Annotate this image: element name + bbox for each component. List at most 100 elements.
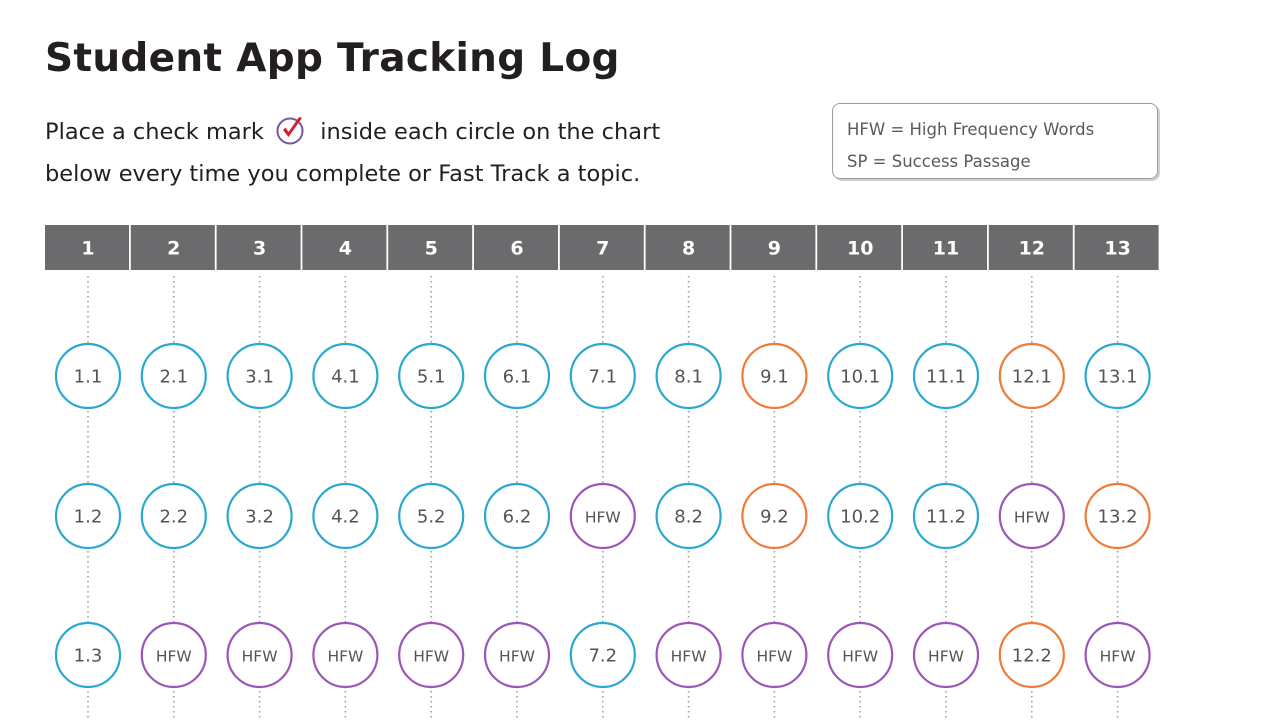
- topic-circle-9-2[interactable]: [741, 482, 808, 550]
- topic-circle-6-1[interactable]: [483, 342, 551, 410]
- topic-circle-label: 7.2: [588, 646, 617, 667]
- topic-circle-label: 1.1: [74, 367, 103, 388]
- topic-circle-label: HFW: [156, 648, 192, 666]
- instructions-line-2: below every time you complete or Fast Tr…: [45, 161, 641, 187]
- topic-circle-10-1[interactable]: [827, 342, 894, 410]
- topic-circle-3-2[interactable]: [226, 482, 293, 550]
- topic-circle-hfw[interactable]: [398, 621, 465, 689]
- topic-circle-13-1[interactable]: [1084, 342, 1151, 410]
- topic-circle-8-2[interactable]: [655, 482, 722, 550]
- topic-circle-2-2[interactable]: [140, 482, 207, 550]
- topic-circle-label: 7.1: [588, 367, 617, 388]
- topic-circle-12-2[interactable]: [998, 621, 1065, 689]
- topic-circle-label: 13.1: [1098, 367, 1138, 388]
- topic-circle-3-1[interactable]: [226, 342, 293, 410]
- topic-circle-11-2[interactable]: [912, 482, 980, 550]
- topic-circle-hfw[interactable]: [998, 482, 1065, 550]
- column-header-11: [903, 225, 987, 270]
- topic-circle-1-3[interactable]: [54, 621, 122, 689]
- topic-circle-label: 5.2: [417, 507, 446, 528]
- instructions: Place a check mark inside each circle on…: [45, 111, 765, 195]
- topic-circle-label: 4.2: [331, 507, 360, 528]
- column-header-label: 5: [425, 238, 438, 260]
- column-header-label: 12: [1019, 238, 1045, 260]
- topic-circle-label: 3.1: [245, 367, 274, 388]
- topic-circle-label: HFW: [1014, 509, 1050, 527]
- topic-circle-label: 5.1: [417, 367, 446, 388]
- topic-circle-label: HFW: [756, 648, 792, 666]
- topic-circle-hfw[interactable]: [226, 621, 293, 689]
- topic-circle-4-2[interactable]: [312, 482, 379, 550]
- column-header-label: 8: [682, 238, 695, 260]
- topic-circle-12-1[interactable]: [998, 342, 1065, 410]
- topic-circle-label: HFW: [842, 648, 878, 666]
- topic-circle-7-1[interactable]: [569, 342, 636, 410]
- column-header-label: 11: [933, 238, 959, 260]
- topic-circle-label: 8.2: [674, 507, 703, 528]
- topic-circle-label: 6.1: [503, 367, 532, 388]
- topic-circle-label: 11.1: [926, 367, 966, 388]
- topic-circle-5-1[interactable]: [398, 342, 465, 410]
- topic-circle-label: HFW: [1100, 648, 1136, 666]
- topic-circle-label: HFW: [327, 648, 363, 666]
- legend-item-sp: SP = Success Passage: [847, 152, 1031, 171]
- instructions-text-end: inside each circle on the chart: [320, 119, 661, 145]
- column-header-label: 13: [1104, 238, 1130, 260]
- legend-item-hfw: HFW = High Frequency Words: [847, 120, 1095, 139]
- topic-circle-5-2[interactable]: [398, 482, 465, 550]
- column-header-2: [130, 225, 215, 270]
- topic-circle-hfw[interactable]: [1084, 621, 1151, 689]
- topic-circle-11-1[interactable]: [912, 342, 980, 410]
- topic-circle-label: 8.1: [674, 367, 703, 388]
- column-header-label: 2: [167, 238, 180, 260]
- topic-circle-label: 10.2: [840, 507, 880, 528]
- topic-circle-1-1[interactable]: [54, 342, 122, 410]
- topic-circle-9-1[interactable]: [741, 342, 808, 410]
- topic-circle-label: HFW: [499, 648, 535, 666]
- column-header-10: [817, 225, 902, 270]
- topic-circle-label: HFW: [413, 648, 449, 666]
- column-header-1: [45, 225, 129, 270]
- topic-circle-hfw[interactable]: [569, 482, 636, 550]
- column-header-label: 6: [510, 238, 523, 260]
- column-header-label: 10: [847, 238, 873, 260]
- topic-circle-label: HFW: [242, 648, 278, 666]
- column-header-5: [388, 225, 473, 270]
- column-header-9: [731, 225, 816, 270]
- topic-circle-label: 12.2: [1012, 646, 1052, 667]
- topic-circle-7-2[interactable]: [569, 621, 636, 689]
- topic-circle-label: 10.1: [840, 367, 880, 388]
- topic-circle-hfw[interactable]: [483, 621, 551, 689]
- check-mark-icon: [275, 113, 309, 147]
- topic-circle-13-2[interactable]: [1084, 482, 1151, 550]
- topic-circle-hfw[interactable]: [312, 621, 379, 689]
- topic-circle-label: 6.2: [503, 507, 532, 528]
- topic-circle-10-2[interactable]: [827, 482, 894, 550]
- column-header-label: 9: [768, 238, 781, 260]
- topic-circle-hfw[interactable]: [741, 621, 808, 689]
- topic-circle-1-2[interactable]: [54, 482, 122, 550]
- topic-circle-label: 4.1: [331, 367, 360, 388]
- topic-circle-4-1[interactable]: [312, 342, 379, 410]
- topic-circle-hfw[interactable]: [912, 621, 980, 689]
- topic-circle-8-1[interactable]: [655, 342, 722, 410]
- topic-circle-hfw[interactable]: [655, 621, 722, 689]
- topic-circle-hfw[interactable]: [827, 621, 894, 689]
- topic-circle-label: HFW: [671, 648, 707, 666]
- topic-circle-label: HFW: [585, 509, 621, 527]
- topic-circle-label: 13.2: [1098, 507, 1138, 528]
- topic-circle-hfw[interactable]: [140, 621, 207, 689]
- topic-circle-6-2[interactable]: [483, 482, 551, 550]
- topic-circle-label: 1.2: [74, 507, 103, 528]
- column-header-13: [1074, 225, 1159, 270]
- column-header-label: 7: [596, 238, 609, 260]
- column-header-7: [559, 225, 644, 270]
- column-header-12: [988, 225, 1073, 270]
- topic-circle-2-1[interactable]: [140, 342, 207, 410]
- topic-circle-label: 12.1: [1012, 367, 1052, 388]
- legend-box: HFW = High Frequency Words SP = Success …: [832, 103, 1158, 179]
- topic-circle-label: 9.1: [760, 367, 789, 388]
- column-header-8: [645, 225, 730, 270]
